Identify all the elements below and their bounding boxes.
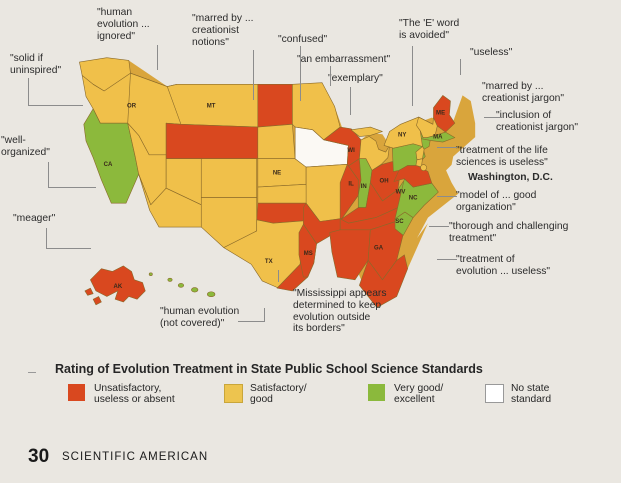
- svg-text:TX: TX: [265, 259, 273, 265]
- svg-text:MT: MT: [207, 104, 216, 110]
- svg-text:NY: NY: [398, 132, 406, 138]
- svg-text:WI: WI: [347, 148, 355, 154]
- svg-text:MS: MS: [304, 251, 313, 257]
- svg-text:WV: WV: [396, 190, 406, 196]
- svg-text:NE: NE: [273, 170, 281, 176]
- svg-text:ME: ME: [436, 110, 445, 116]
- svg-text:GA: GA: [374, 245, 384, 251]
- svg-text:AK: AK: [113, 284, 122, 290]
- svg-text:SC: SC: [395, 219, 404, 225]
- svg-text:IN: IN: [361, 184, 367, 190]
- svg-text:OR: OR: [127, 104, 137, 110]
- svg-text:NC: NC: [409, 195, 418, 201]
- svg-text:OH: OH: [380, 179, 389, 185]
- svg-text:IL: IL: [348, 181, 354, 187]
- svg-text:CA: CA: [104, 162, 113, 168]
- svg-text:MA: MA: [433, 135, 443, 141]
